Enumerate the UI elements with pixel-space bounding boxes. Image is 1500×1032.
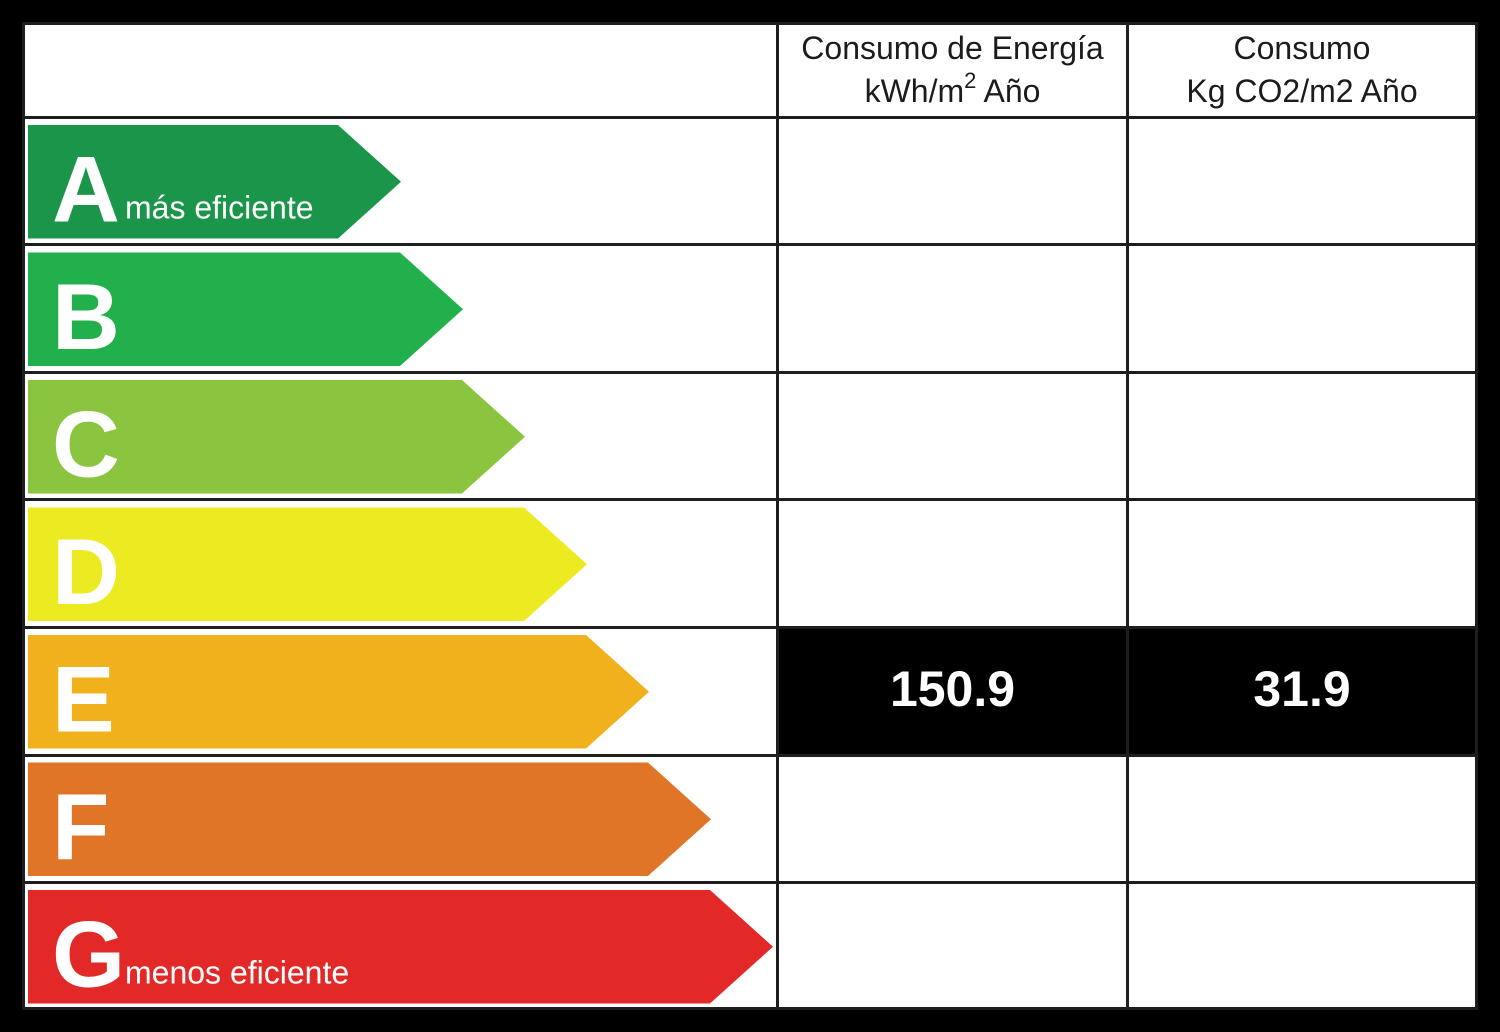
energy-unit-exponent: 2 — [964, 67, 977, 93]
rating-arrow-f — [28, 762, 711, 876]
energy-header-line1: Consumo de Energía — [801, 29, 1104, 66]
grid-line-bottom — [22, 1007, 1478, 1010]
rating-bar-f: F — [28, 762, 711, 879]
co2-column-header: Consumo Kg CO2/m2 Año — [1129, 22, 1475, 117]
rating-bar-d: D — [28, 507, 587, 624]
rating-letter-d: D — [52, 519, 120, 624]
rating-bar-e: E — [28, 635, 649, 752]
co2-value: 31.9 — [1253, 660, 1351, 717]
co2-header-line2: Kg CO2/m2 Año — [1186, 72, 1418, 109]
grid-line-row-4 — [22, 626, 1478, 629]
grid-line-row-1 — [22, 243, 1478, 246]
rating-bar-b: B — [28, 252, 463, 369]
rating-letter-g: G — [52, 902, 125, 1007]
grid-line-right — [1475, 22, 1478, 1010]
energy-value: 150.9 — [889, 660, 1016, 717]
energy-unit-period: Año — [976, 72, 1041, 109]
grid-line-row-6 — [22, 881, 1478, 884]
rating-arrow-g — [28, 890, 773, 1004]
grid-line-row-3 — [22, 498, 1478, 501]
energy-unit: kWh/m — [864, 72, 965, 109]
grid-line-header — [22, 116, 1478, 119]
grid-line-row-5 — [22, 754, 1478, 757]
energy-header-line2: kWh/m2 Año — [864, 67, 1041, 113]
grid-line-left — [22, 22, 25, 1010]
rating-arrow-e — [28, 635, 649, 749]
rating-letter-a: A — [52, 137, 120, 242]
rating-letter-b: B — [52, 264, 120, 369]
rating-arrow-c — [28, 380, 525, 494]
energy-certificate-label: Consumo de Energía kWh/m2 Año Consumo Kg… — [22, 22, 1478, 1010]
rating-arrow-a — [28, 125, 401, 239]
rating-letter-c: C — [52, 392, 120, 497]
co2-value-cell — [1129, 629, 1475, 754]
rating-bar-c: C — [28, 380, 525, 497]
grid-line-top — [22, 22, 1478, 25]
grid-line-col-1 — [776, 22, 779, 1010]
rating-arrow-d — [28, 507, 587, 621]
rating-letter-f: F — [52, 774, 109, 879]
rating-letter-e: E — [52, 647, 115, 752]
energy-value-cell — [779, 629, 1126, 754]
rating-label-g: menos eficiente — [125, 955, 349, 991]
grid-line-row-2 — [22, 371, 1478, 374]
rating-label-a: más eficiente — [125, 190, 314, 226]
energy-column-header: Consumo de Energía kWh/m2 Año — [779, 22, 1126, 117]
grid-line-col-2 — [1126, 22, 1129, 1010]
co2-header-line1: Consumo — [1233, 29, 1371, 66]
rating-arrow-b — [28, 252, 463, 366]
